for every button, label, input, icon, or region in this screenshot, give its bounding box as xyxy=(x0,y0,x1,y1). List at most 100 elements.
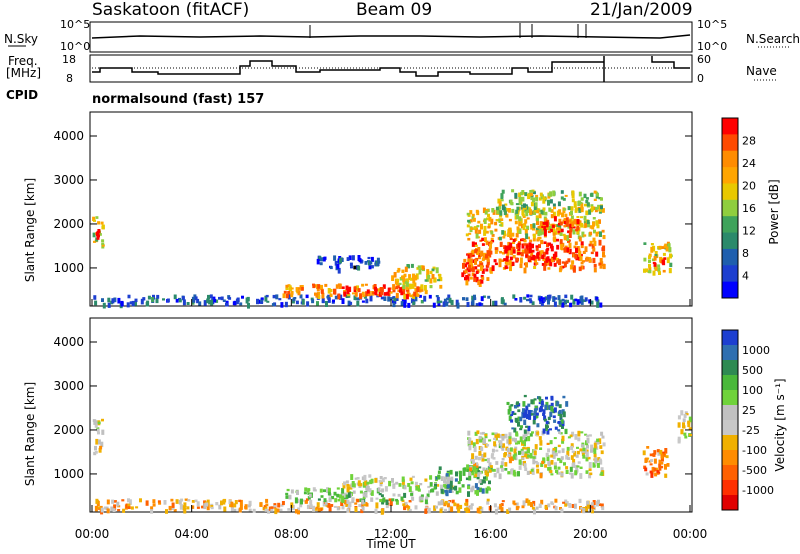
heatmap-cell xyxy=(409,477,413,481)
heatmap-cell xyxy=(314,292,317,296)
heatmap-cell xyxy=(552,447,556,451)
heatmap-cell xyxy=(329,293,333,297)
heatmap-cell xyxy=(574,241,578,246)
heatmap-cell xyxy=(505,256,509,262)
heatmap-cell xyxy=(529,209,533,215)
heatmap-cell xyxy=(150,506,154,510)
heatmap-cell xyxy=(508,228,512,234)
heatmap-cell xyxy=(290,287,294,290)
heatmap-cell xyxy=(585,199,589,204)
heatmap-cell xyxy=(476,430,480,435)
heatmap-cell xyxy=(333,255,337,261)
heatmap-cell xyxy=(521,204,524,207)
heatmap-cell xyxy=(588,209,592,215)
heatmap-cell xyxy=(483,252,487,257)
heatmap-cell xyxy=(508,259,512,265)
heatmap-cell xyxy=(567,230,571,234)
heatmap-cell xyxy=(507,453,511,457)
heatmap-cell xyxy=(571,191,575,197)
heatmap-cell xyxy=(474,266,478,270)
heatmap-cell xyxy=(664,243,668,249)
heatmap-cell xyxy=(580,207,584,213)
heatmap-cell xyxy=(424,506,428,509)
heatmap-cell xyxy=(96,232,99,237)
heatmap-cell xyxy=(486,250,490,256)
heatmap-cell xyxy=(101,242,105,245)
colorbar-frame xyxy=(721,329,739,511)
heatmap-cell xyxy=(496,467,500,474)
heatmap-cell xyxy=(438,274,442,280)
heatmap-cell xyxy=(317,292,320,296)
heatmap-cell xyxy=(518,220,522,227)
heatmap-cell xyxy=(464,263,468,268)
heatmap-cell xyxy=(598,458,602,463)
heatmap-cell xyxy=(588,243,592,247)
heatmap-cell xyxy=(529,239,533,243)
heatmap-cell xyxy=(512,454,516,459)
colorbar-swatch xyxy=(722,345,738,361)
heatmap-cell xyxy=(467,219,471,223)
heatmap-cell xyxy=(336,487,340,490)
heatmap-cell xyxy=(494,262,498,266)
heatmap-cell xyxy=(579,473,583,479)
heatmap-cell xyxy=(306,504,310,510)
heatmap-cell xyxy=(543,226,547,231)
heatmap-cell xyxy=(361,476,365,481)
heatmap-cell xyxy=(598,438,602,444)
heatmap-cell xyxy=(563,225,567,228)
heatmap-cell xyxy=(648,255,651,259)
heatmap-cell xyxy=(564,503,568,507)
freq-left-tick-bottom: 8 xyxy=(66,72,73,85)
heatmap-cell xyxy=(493,441,497,447)
heatmap-cell xyxy=(538,244,541,248)
heatmap-cell xyxy=(481,243,485,246)
heatmap-cell xyxy=(651,258,655,262)
heatmap-cell xyxy=(532,255,536,259)
heatmap-cell xyxy=(597,499,600,504)
heatmap-cell xyxy=(519,427,523,431)
heatmap-cell xyxy=(403,492,407,498)
heatmap-cell xyxy=(538,436,542,441)
heatmap-cell xyxy=(467,237,471,241)
heatmap-cell xyxy=(498,262,502,268)
heatmap-cell xyxy=(567,206,571,211)
heatmap-cell xyxy=(483,225,487,232)
heatmap-cell xyxy=(510,468,514,471)
heatmap-cell xyxy=(521,249,525,254)
heatmap-cell xyxy=(567,457,571,460)
heatmap-cell xyxy=(359,490,363,494)
heatmap-cell xyxy=(561,302,565,308)
heatmap-cell xyxy=(285,284,289,290)
heatmap-cell xyxy=(550,460,554,465)
heatmap-cell xyxy=(539,472,543,479)
heatmap-cell xyxy=(549,228,553,233)
heatmap-cell xyxy=(502,252,505,255)
colorbar-tick-label: 1000 xyxy=(742,344,770,357)
heatmap-cell xyxy=(522,434,526,440)
heatmap-cell xyxy=(500,218,504,221)
heatmap-cell xyxy=(515,203,519,206)
heatmap-cell xyxy=(492,468,496,472)
heatmap-cell xyxy=(265,294,269,298)
heatmap-cell xyxy=(155,297,159,304)
heatmap-cell xyxy=(467,430,471,436)
heatmap-cell xyxy=(568,232,572,238)
heatmap-cell xyxy=(92,232,96,238)
heatmap-cell xyxy=(319,488,323,493)
heatmap-cell xyxy=(347,492,351,498)
heatmap-cell xyxy=(576,299,580,305)
heatmap-cell xyxy=(577,437,581,442)
colorbar-swatch xyxy=(722,150,738,168)
heatmap-cell xyxy=(485,254,488,259)
heatmap-cell xyxy=(406,264,410,267)
heatmap-cell xyxy=(550,454,554,458)
heatmap-cell xyxy=(650,243,654,246)
heatmap-cell xyxy=(380,494,384,498)
heatmap-cell xyxy=(531,243,534,249)
heatmap-cell xyxy=(518,459,522,465)
heatmap-cell xyxy=(406,289,410,295)
heatmap-cell xyxy=(341,298,345,304)
heatmap-cell xyxy=(107,297,111,303)
heatmap-cell xyxy=(558,225,562,230)
